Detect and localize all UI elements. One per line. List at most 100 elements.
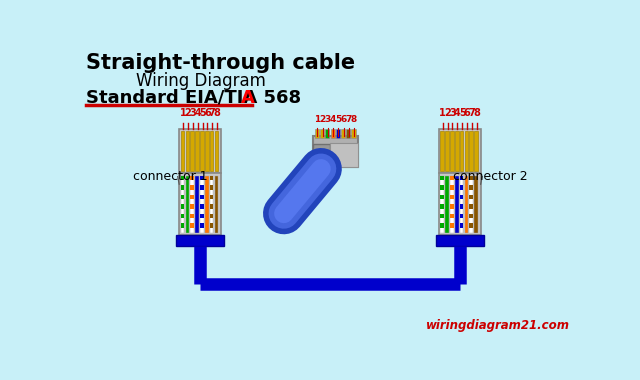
Text: connector 1: connector 1 <box>132 170 207 183</box>
Bar <box>341 129 345 138</box>
Bar <box>469 176 473 180</box>
Text: Straight-through cable: Straight-through cable <box>86 53 355 73</box>
Bar <box>195 131 199 171</box>
Bar <box>469 131 473 171</box>
Bar <box>180 195 184 200</box>
Bar <box>460 195 463 200</box>
Bar <box>191 176 194 233</box>
Bar <box>180 185 184 190</box>
Text: 2: 2 <box>185 108 191 118</box>
Text: 8: 8 <box>473 108 480 118</box>
Bar <box>186 131 189 171</box>
Bar <box>450 176 454 180</box>
Bar <box>210 195 214 200</box>
Bar <box>210 223 214 228</box>
Text: 2: 2 <box>319 115 326 124</box>
Bar <box>176 235 224 246</box>
Text: 4: 4 <box>195 108 201 118</box>
Text: 8: 8 <box>351 115 357 124</box>
Bar <box>210 131 214 171</box>
Text: A: A <box>241 89 255 107</box>
Bar <box>180 223 184 228</box>
Bar <box>445 131 449 171</box>
Bar <box>200 195 204 200</box>
Bar <box>200 131 204 171</box>
Bar <box>450 214 454 218</box>
Bar <box>455 131 459 171</box>
Bar <box>450 176 454 233</box>
Bar <box>200 176 204 233</box>
Text: connector 2: connector 2 <box>452 170 527 183</box>
Text: 7: 7 <box>468 108 476 118</box>
Bar <box>474 176 478 233</box>
Text: 1: 1 <box>440 108 446 118</box>
Bar <box>210 176 214 180</box>
Bar <box>460 204 463 209</box>
Bar <box>180 176 184 180</box>
Bar <box>191 185 194 190</box>
Text: 1: 1 <box>314 115 321 124</box>
Bar <box>465 131 468 171</box>
Text: 7: 7 <box>346 115 352 124</box>
Bar <box>179 129 221 173</box>
Bar <box>460 176 463 180</box>
Text: 3: 3 <box>449 108 456 118</box>
Bar <box>180 214 184 218</box>
Bar <box>440 185 444 190</box>
Bar <box>180 131 184 171</box>
Bar <box>320 129 324 138</box>
Bar <box>191 176 194 180</box>
Bar <box>465 176 468 233</box>
Text: 6: 6 <box>463 108 470 118</box>
Text: wiringdiagram21.com: wiringdiagram21.com <box>426 319 570 332</box>
Bar <box>214 131 218 171</box>
Bar <box>460 223 463 228</box>
Bar <box>191 223 194 228</box>
Bar <box>440 223 444 228</box>
Bar <box>180 204 184 209</box>
Text: 1: 1 <box>180 108 186 118</box>
Bar <box>210 176 214 233</box>
Bar <box>205 176 209 233</box>
Bar <box>351 129 355 138</box>
Bar <box>191 195 194 200</box>
Text: 2: 2 <box>444 108 451 118</box>
Bar <box>469 185 473 190</box>
Bar <box>313 144 330 171</box>
Text: 5: 5 <box>199 108 206 118</box>
Bar <box>439 129 481 173</box>
Bar <box>325 129 330 138</box>
Bar <box>450 131 454 171</box>
Bar <box>200 223 204 228</box>
Bar <box>336 129 340 138</box>
Bar <box>445 176 449 233</box>
Bar <box>210 214 214 218</box>
Text: Standard EIA/TIA 568: Standard EIA/TIA 568 <box>86 89 301 107</box>
Bar <box>346 129 350 138</box>
Text: 4: 4 <box>330 115 337 124</box>
Bar <box>191 214 194 218</box>
Bar <box>210 204 214 209</box>
Bar <box>180 176 184 233</box>
Text: 8: 8 <box>214 108 221 118</box>
Bar <box>330 129 335 138</box>
Bar <box>455 176 459 233</box>
Bar <box>440 204 444 209</box>
Bar <box>450 195 454 200</box>
Bar <box>205 131 209 171</box>
Bar <box>440 176 444 233</box>
Bar <box>315 129 319 138</box>
Text: 3: 3 <box>189 108 196 118</box>
Bar <box>460 131 463 171</box>
Bar <box>460 176 463 233</box>
Text: 6: 6 <box>340 115 347 124</box>
Bar <box>200 214 204 218</box>
Bar <box>440 176 444 180</box>
Bar <box>450 185 454 190</box>
Text: 6: 6 <box>204 108 211 118</box>
Bar <box>450 204 454 209</box>
Text: 5: 5 <box>335 115 342 124</box>
Bar <box>460 214 463 218</box>
Bar <box>460 185 463 190</box>
Bar <box>330 142 358 167</box>
